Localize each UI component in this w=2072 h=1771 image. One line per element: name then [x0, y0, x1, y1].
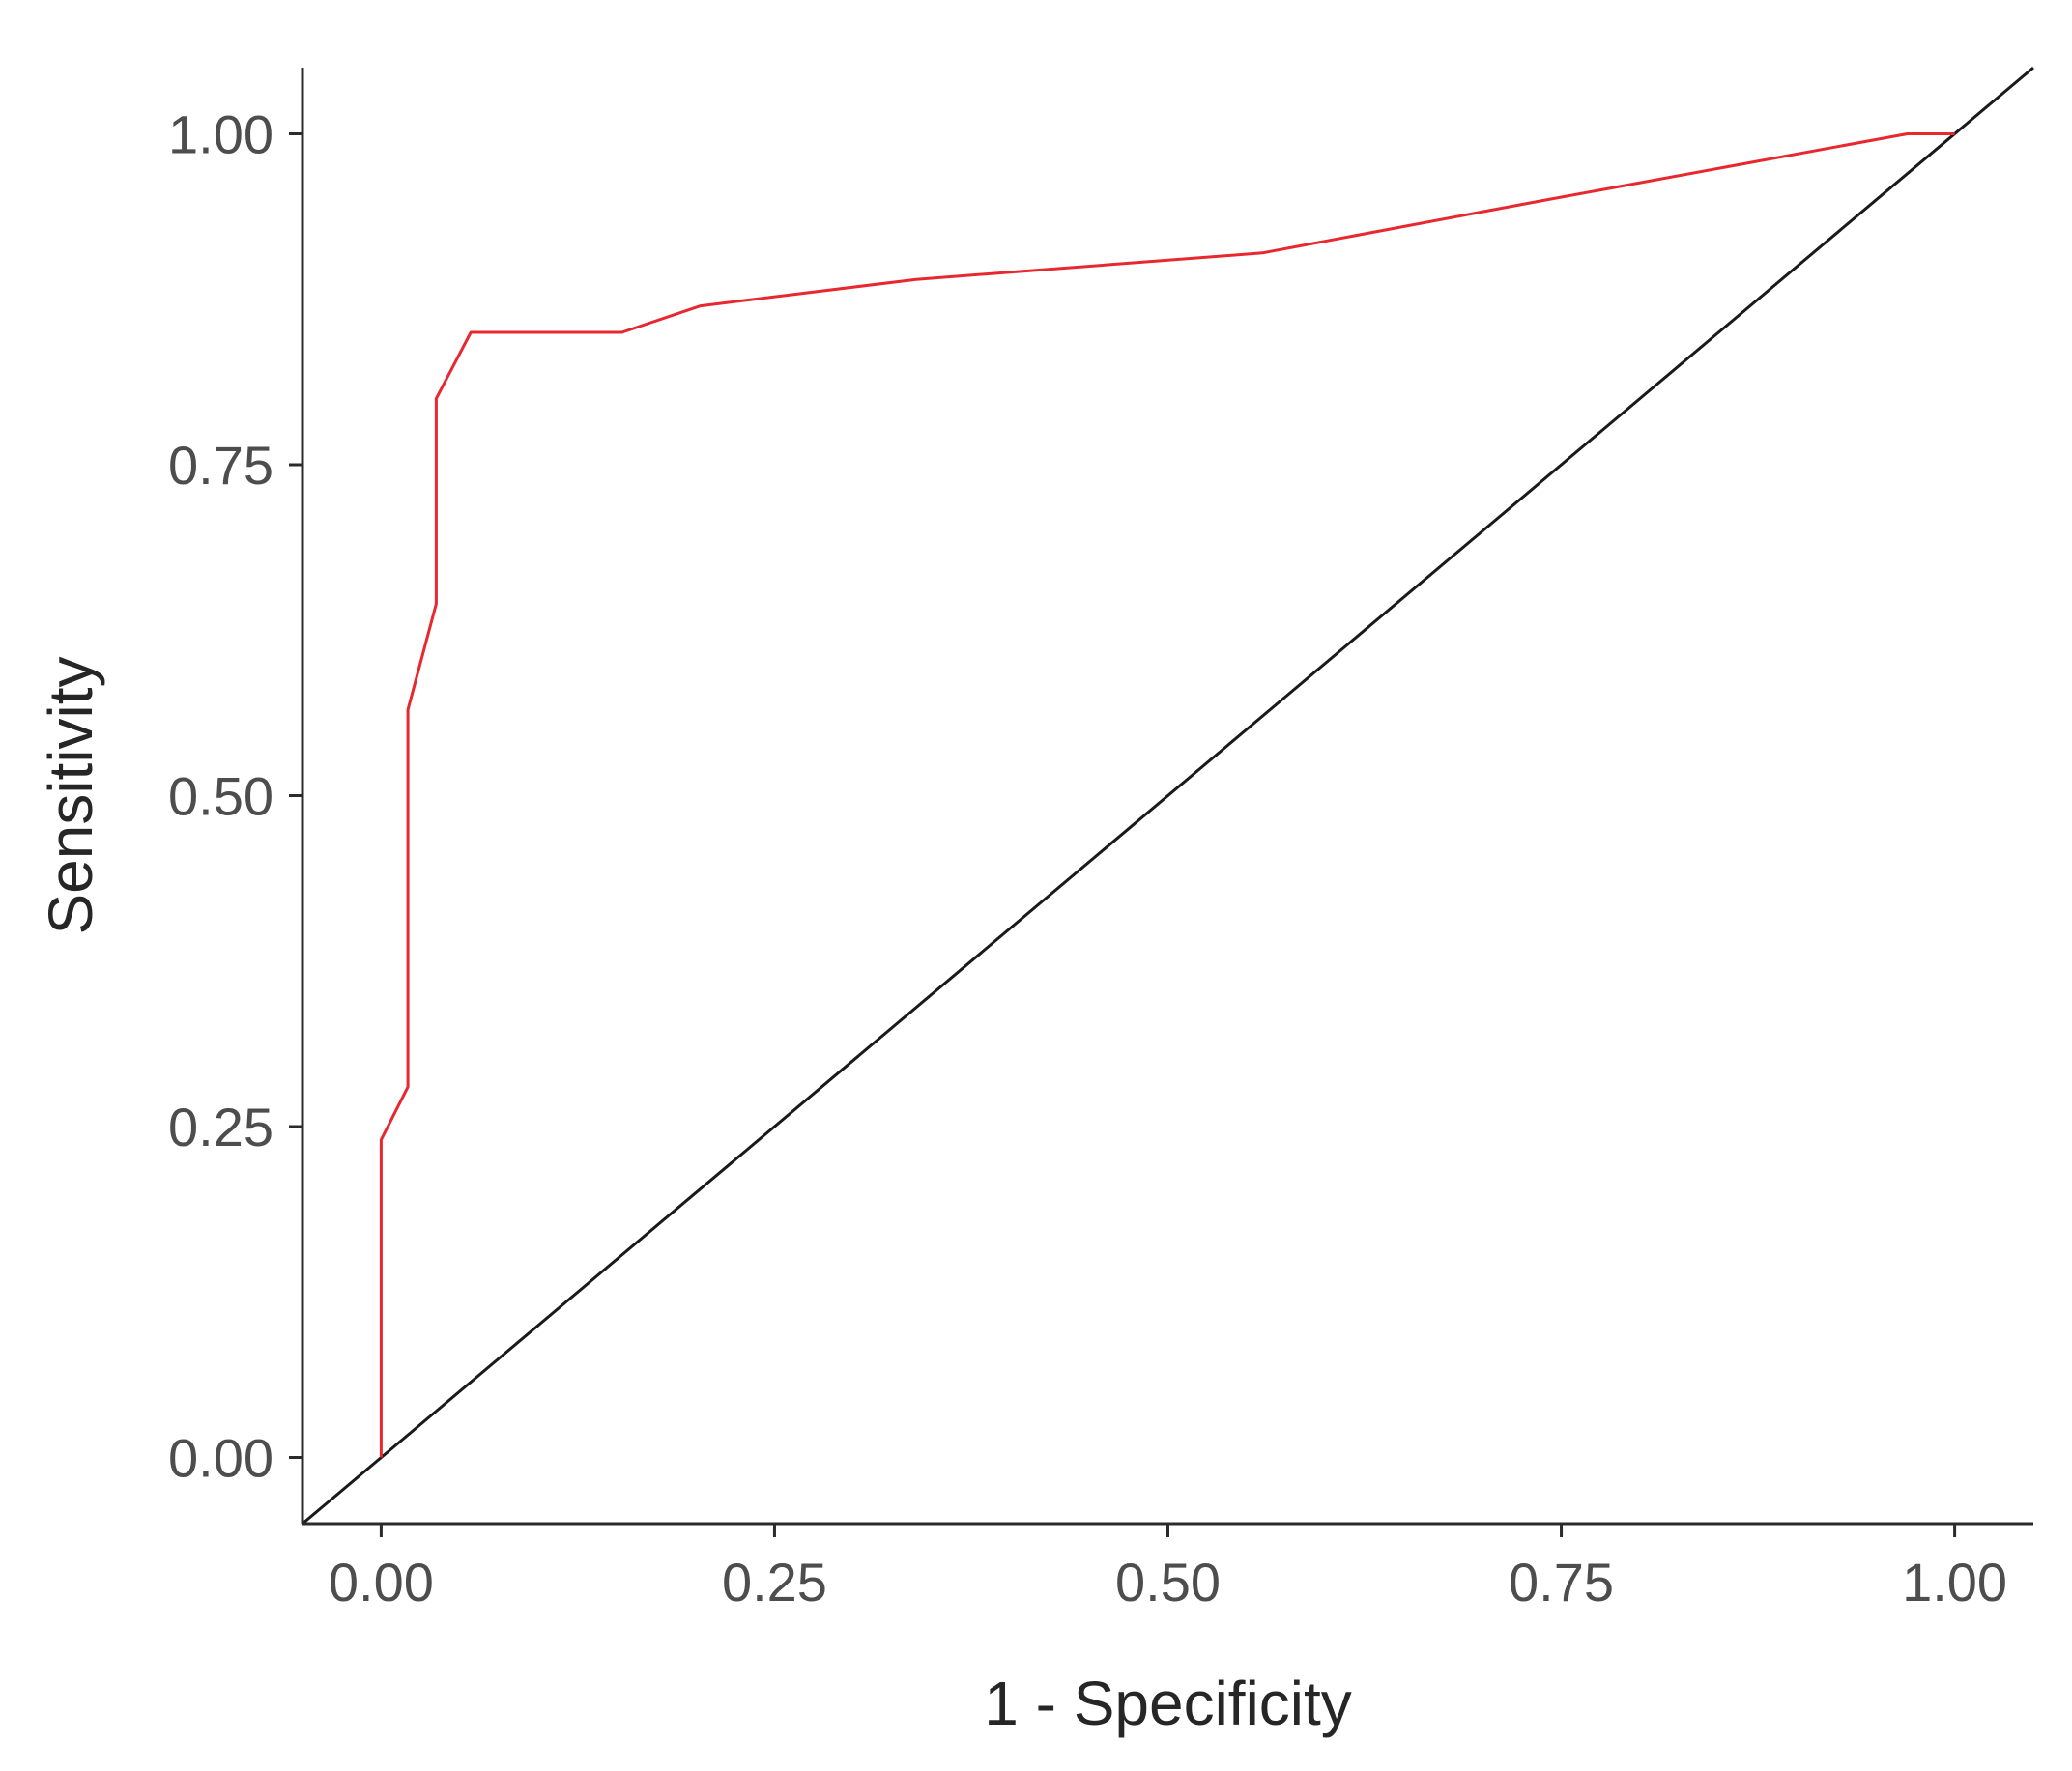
x-tick-label: 0.25: [722, 1552, 827, 1613]
x-tick-label: 1.00: [1902, 1552, 2007, 1613]
x-tick-label: 0.50: [1115, 1552, 1221, 1613]
x-tick-label: 0.75: [1509, 1552, 1614, 1613]
roc-curve-line: [379, 132, 1955, 1458]
reference-diagonal-line: [302, 66, 2034, 1526]
y-axis-ticks: 0.00 0.25 0.50 0.75 1.00: [168, 104, 302, 1489]
x-axis-title: 1 - Specificity: [984, 1669, 1352, 1738]
y-tick-label: 0.75: [168, 435, 273, 496]
plot-area: [302, 66, 2034, 1526]
y-axis-title: Sensitivity: [36, 656, 105, 934]
y-tick-label: 0.25: [168, 1097, 273, 1157]
x-tick-label: 0.00: [329, 1552, 434, 1613]
y-tick-label: 0.50: [168, 766, 273, 827]
y-tick-label: 0.00: [168, 1428, 273, 1489]
y-tick-label: 1.00: [168, 104, 273, 165]
x-axis-ticks: 0.00 0.25 0.50 0.75 1.00: [329, 1524, 2007, 1613]
